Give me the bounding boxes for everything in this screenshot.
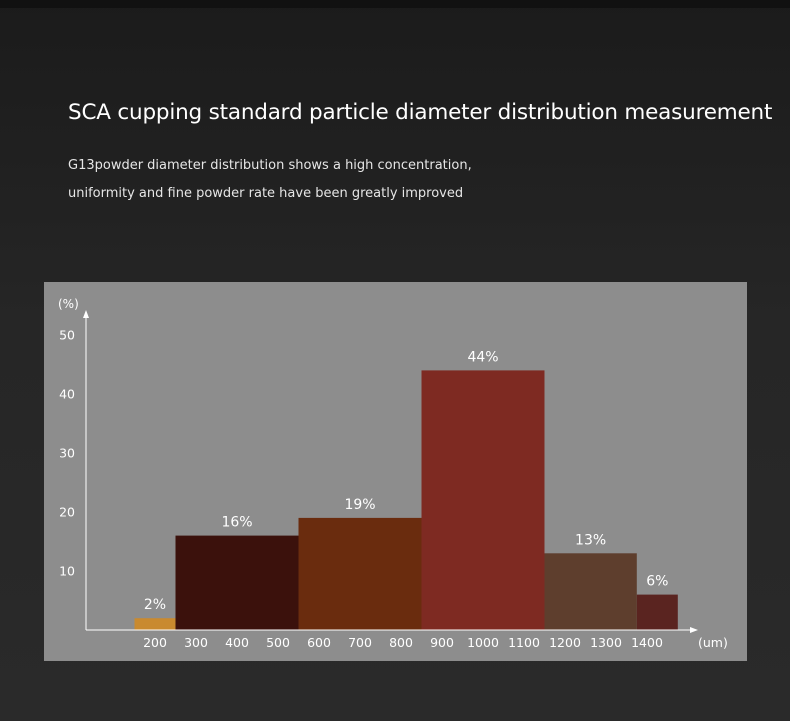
y-axis-arrow xyxy=(83,310,89,318)
x-tick-label-0: 200 xyxy=(143,635,167,650)
x-tick-label-11: 1300 xyxy=(590,635,622,650)
bar-3 xyxy=(421,370,545,630)
y-tick-label-4: 50 xyxy=(59,328,75,343)
page-title: SCA cupping standard particle diameter d… xyxy=(68,100,773,125)
particle-distribution-chart: (%) (um) 10 20 30 40 50 200 300 400 500 600 700 80… xyxy=(58,297,728,650)
x-tick-label-9: 1100 xyxy=(508,635,540,650)
bar-5 xyxy=(636,594,678,630)
y-tick-labels: 10 20 30 40 50 xyxy=(59,328,75,579)
x-axis-arrow xyxy=(690,627,698,633)
bar-value-label-5: 6% xyxy=(646,574,668,590)
top-strip xyxy=(0,0,790,8)
x-tick-label-8: 1000 xyxy=(467,635,499,650)
y-tick-label-3: 40 xyxy=(59,387,75,402)
y-tick-label-2: 30 xyxy=(59,446,75,461)
x-tick-label-4: 600 xyxy=(307,635,331,650)
x-tick-label-1: 300 xyxy=(184,635,208,650)
x-tick-labels: 200 300 400 500 600 700 800 900 1000 1100 1200 1300… xyxy=(143,635,663,650)
y-tick-label-1: 20 xyxy=(59,505,75,520)
y-tick-label-0: 10 xyxy=(59,564,75,579)
subtitle-line-1: G13powder diameter distribution shows a … xyxy=(68,158,472,173)
bar-value-label-1: 16% xyxy=(221,515,252,531)
x-tick-label-6: 800 xyxy=(389,635,413,650)
bar-2 xyxy=(298,517,422,630)
x-tick-label-2: 400 xyxy=(225,635,249,650)
bar-value-label-3: 44% xyxy=(467,349,498,365)
y-axis-unit-label: (%) xyxy=(58,297,79,311)
bar-value-label-0: 2% xyxy=(144,597,166,613)
bar-4 xyxy=(544,553,637,630)
axes-layer: (%) (um) xyxy=(58,297,728,650)
bar-value-labels: 2% 16% 19% 44% 13% 6% xyxy=(144,349,669,613)
x-tick-label-10: 1200 xyxy=(549,635,581,650)
x-tick-label-12: 1400 xyxy=(631,635,663,650)
bar-1 xyxy=(175,535,299,630)
chart-panel: (%) (um) 10 20 30 40 50 200 300 400 500 600 700 80… xyxy=(44,282,747,661)
bar-0 xyxy=(134,618,176,630)
x-tick-label-5: 700 xyxy=(348,635,372,650)
x-tick-label-3: 500 xyxy=(266,635,290,650)
subtitle-line-2: uniformity and fine powder rate have bee… xyxy=(68,186,464,201)
x-axis-unit-label: (um) xyxy=(698,635,728,650)
bar-value-label-4: 13% xyxy=(575,532,606,548)
bar-value-label-2: 19% xyxy=(344,497,375,513)
x-tick-label-7: 900 xyxy=(430,635,454,650)
bars-layer xyxy=(134,370,678,630)
